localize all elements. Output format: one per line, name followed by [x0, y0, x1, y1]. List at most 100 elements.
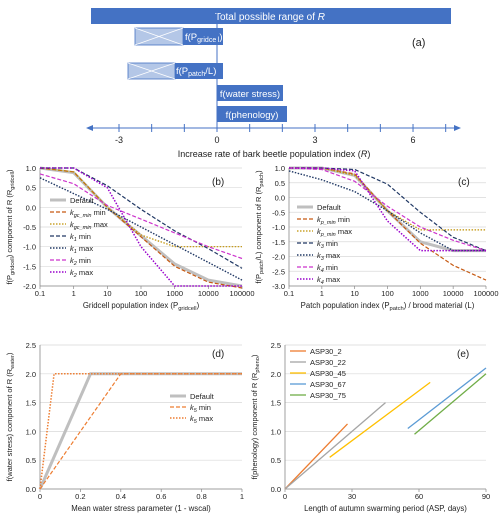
patch-bar-label: f(Ppatch/L): [176, 66, 216, 78]
x-tick-label: 30: [348, 492, 356, 501]
phenology-label: f(phenology): [226, 110, 279, 121]
legend-base: k: [317, 275, 322, 284]
series-line-k_p_min-max: [289, 167, 486, 231]
gridcell-bar-label: f(Pgridcell): [185, 32, 223, 44]
tick-label-3: 3: [312, 135, 317, 145]
y-title-text: f(phenology) component of R (R: [250, 372, 259, 479]
axis-title: Increase rate of bark beetle population …: [178, 149, 371, 159]
series-line-k4-min: [288, 167, 487, 252]
y-axis-title: f(phenology) component of R (Rpheno): [250, 354, 261, 479]
legend-sub: 1: [74, 237, 77, 243]
y-tick-label: -3.0: [272, 282, 285, 291]
y-tick-label: -1.5: [272, 238, 285, 247]
series-line-k3-min: [289, 167, 487, 252]
x-axis-title: Gridcell population index (Pgridcell): [83, 301, 200, 312]
legend-entry: ASP30_75: [310, 391, 346, 400]
y-title-tail: ): [5, 352, 14, 355]
chart-e: 0.0 0.5 1.0 1.5 2.0 2.5 0 30 60 90 ASP30_2 ASP30_22…: [250, 341, 490, 513]
legend-sub: 4: [321, 268, 324, 274]
y-axis-title: f(Ppatch/L) component of R (Rpatch): [254, 170, 265, 284]
x-tick-label: 0.2: [75, 492, 85, 501]
legend-base: k: [190, 414, 195, 423]
panel-label: (c): [458, 177, 470, 188]
legend-entry: ASP30_22: [310, 358, 346, 367]
legend-entry: ASP30_2: [310, 347, 342, 356]
x-tick-label: 1: [240, 492, 244, 501]
chart-d: 0.0 0.5 1.0 1.5 2.0 2.5 0 0.2 0.4 0.6 0.8 1 Default k…: [5, 341, 244, 513]
x-tick-label: 1: [72, 289, 76, 298]
y-title-tail: ): [5, 169, 14, 172]
y-axis-title: f(Pgridcell) component of R (Rgridcell): [5, 169, 16, 285]
gridcell-bar: [183, 28, 223, 45]
y-tick-label: 1.0: [275, 164, 285, 173]
legend-entry: kgc_min min: [70, 208, 106, 219]
legend-base: k: [70, 256, 75, 265]
gridcell-cross-2: [134, 27, 184, 46]
y-title-sub: gridcell: [10, 257, 16, 275]
legend-sub: 2: [73, 273, 77, 279]
panel-label: (e): [457, 349, 469, 360]
y-tick-label: 0.0: [271, 485, 281, 494]
y-tick-label: -1.5: [23, 262, 36, 271]
x-title-text: Patch population index (P: [301, 301, 390, 310]
water-stress-bar: [217, 85, 283, 101]
y-tick-label: 1.5: [271, 399, 281, 408]
legend-entry: Default: [190, 392, 215, 401]
y-tick-label: 0.0: [275, 194, 285, 203]
series-line-k1-max: [39, 177, 243, 281]
series-line-Default: [39, 166, 243, 288]
legend-entry: kp_min max: [317, 227, 352, 238]
series-line-k5-min: [39, 373, 242, 490]
y-tick-label: -1.0: [272, 223, 285, 232]
legend-base: k: [317, 227, 322, 236]
phenology-bar: [217, 106, 287, 122]
legend-tail: min: [324, 263, 338, 272]
legend-tail: min: [91, 208, 105, 217]
x-title-text: Mean water stress parameter (1 - wscal): [71, 504, 211, 513]
panel-a-label: (a): [412, 37, 425, 49]
x-title-sub: gridcell: [178, 306, 196, 312]
legend-base: k: [70, 232, 75, 241]
legend-entry: k1 min: [70, 232, 91, 243]
legend-base: k: [70, 208, 75, 217]
legend-entry: ASP30_45: [310, 369, 346, 378]
legend-entry: k4 max: [317, 275, 340, 286]
y-tick-label: -2.5: [272, 267, 285, 276]
y-tick-label: 0.0: [26, 203, 36, 212]
x-tick-label: 0: [283, 492, 287, 501]
legend-sub: 1: [74, 249, 77, 255]
y-tick-label: 1.0: [271, 427, 281, 436]
legend-tail: min: [336, 215, 350, 224]
y-tick-label: 0.5: [271, 456, 281, 465]
x-tick-label: 10000: [198, 289, 219, 298]
y-title-sub: pheno: [255, 357, 261, 373]
x-tick-label: 0.6: [156, 492, 166, 501]
tick-label-6: 6: [410, 135, 415, 145]
series-line-k5-max: [39, 373, 242, 490]
legend-entry: k3 min: [317, 239, 338, 250]
y-tick-label: 2.5: [26, 341, 36, 350]
y-tick-label: 0.5: [26, 456, 36, 465]
total-range-label: Total possible range of R: [215, 12, 325, 23]
legend-entry: kp_min min: [317, 215, 350, 226]
y-tick-label: -2.0: [23, 282, 36, 291]
x-tick-label: 0.1: [35, 289, 45, 298]
x-tick-label: 1000: [412, 289, 429, 298]
legend-entry: k2 min: [70, 256, 91, 267]
x-title-text: Gridcell population index (P: [83, 301, 178, 310]
legend-sub: gc_min: [74, 225, 92, 231]
axis-left-arrow: [86, 125, 93, 131]
y-tick-label: 1.0: [26, 164, 36, 173]
y-tick-label: -0.5: [272, 208, 285, 217]
series-line-k2-max: [40, 167, 242, 287]
x-tick-label: 0.4: [116, 492, 126, 501]
legend-tail: max: [91, 220, 108, 229]
series-line-ASP30_67: [407, 367, 487, 430]
series-line-k_gc_min-max: [39, 167, 242, 248]
total-range-bar: [91, 8, 451, 24]
y-tick-label: 0.5: [275, 179, 285, 188]
series-line-ASP30_2: [284, 423, 348, 490]
x-tick-label: 10: [103, 289, 111, 298]
legend-sub: gc_min: [74, 213, 92, 219]
y-title-sub: patch: [259, 260, 265, 274]
